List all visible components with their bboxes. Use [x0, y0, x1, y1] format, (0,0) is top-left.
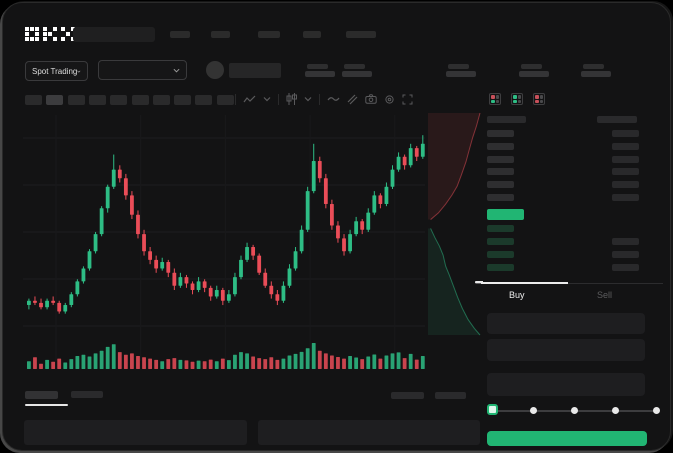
- bid-amount-bar: [612, 238, 639, 245]
- nav-item-4[interactable]: [303, 31, 321, 38]
- split-book-icon[interactable]: [489, 93, 501, 105]
- interval-button-1[interactable]: [25, 95, 42, 105]
- interval-button-10[interactable]: [216, 95, 234, 105]
- ask-amount-bar: [612, 181, 639, 189]
- orderbook-price-column-header: [487, 116, 526, 123]
- chevron-down-icon: [173, 68, 180, 73]
- ask-amount-bar: [612, 130, 639, 137]
- last-price-badge[interactable]: [487, 209, 524, 220]
- bottom-tab-order-history[interactable]: [71, 391, 103, 398]
- bids-only-icon[interactable]: [511, 93, 523, 105]
- slider-stop-3[interactable]: [571, 407, 578, 414]
- ask-amount-bar: [612, 194, 639, 201]
- tab-buy[interactable]: Buy: [509, 290, 525, 300]
- bottom-link-2[interactable]: [435, 392, 466, 399]
- interval-button-3[interactable]: [67, 95, 85, 105]
- bottom-active-tab-indicator: [25, 404, 68, 406]
- stat-value-5: [581, 71, 611, 77]
- candlestick-chart[interactable]: [21, 111, 483, 373]
- stat-value-1: [305, 71, 335, 77]
- stat-label-4: [521, 64, 542, 69]
- orderbook-amount-column-header: [597, 116, 637, 123]
- chevron-down-icon: [77, 70, 81, 73]
- bid-price-bar[interactable]: [487, 238, 514, 245]
- bottom-tab-open-orders[interactable]: [25, 391, 58, 399]
- stat-label-2: [344, 64, 365, 69]
- line-wave-icon[interactable]: [327, 95, 340, 103]
- interval-button-7[interactable]: [152, 95, 170, 105]
- slider-stop-2[interactable]: [530, 407, 537, 414]
- stat-label-3: [448, 64, 469, 69]
- total-input[interactable]: [487, 373, 645, 396]
- interval-button-9[interactable]: [195, 95, 213, 105]
- draw-lines-icon[interactable]: [347, 94, 358, 105]
- ask-amount-bar: [612, 155, 639, 163]
- settings-gear-icon[interactable]: [384, 94, 395, 105]
- interval-button-2[interactable]: [46, 95, 64, 105]
- logo-letter: [43, 27, 57, 41]
- amount-input[interactable]: [487, 339, 645, 361]
- toolbar-divider: [278, 93, 279, 105]
- price-input[interactable]: [487, 313, 645, 334]
- pair-name-placeholder: [229, 63, 281, 78]
- ask-amount-bar: [612, 142, 639, 150]
- ask-price-bar[interactable]: [487, 194, 514, 201]
- buy-submit-button[interactable]: [487, 431, 647, 446]
- nav-item-5[interactable]: [346, 31, 376, 38]
- interval-button-5[interactable]: [110, 95, 128, 105]
- chevron-down-icon[interactable]: [263, 96, 271, 102]
- ask-amount-bar: [612, 168, 639, 176]
- nav-item-3[interactable]: [258, 31, 280, 38]
- okx-logo[interactable]: [25, 27, 75, 41]
- bid-price-bar[interactable]: [487, 264, 514, 271]
- ask-price-bar[interactable]: [487, 142, 514, 150]
- bottom-field-1[interactable]: [24, 420, 247, 445]
- candle-style-icon[interactable]: [286, 93, 297, 105]
- bid-amount-bar: [612, 264, 639, 271]
- search-input[interactable]: [73, 27, 155, 42]
- bottom-link-1[interactable]: [391, 392, 424, 399]
- bid-amount-bar: [612, 251, 639, 258]
- trade-tabs-divider: [481, 283, 663, 284]
- market-type-dropdown[interactable]: Spot Trading: [25, 61, 88, 81]
- ask-price-bar[interactable]: [487, 181, 514, 189]
- asks-only-icon[interactable]: [533, 93, 545, 105]
- stat-label-5: [583, 64, 604, 69]
- nav-item-2[interactable]: [211, 31, 230, 38]
- chart-tools: [235, 91, 413, 107]
- slider-stop-4[interactable]: [612, 407, 619, 414]
- stat-value-3: [446, 71, 476, 77]
- slider-handle[interactable]: [487, 404, 498, 415]
- bid-price-bar[interactable]: [487, 251, 514, 258]
- bid-price-bar[interactable]: [487, 225, 514, 232]
- ask-price-bar[interactable]: [487, 168, 514, 176]
- slider-stop-5[interactable]: [653, 407, 660, 414]
- tab-sell[interactable]: Sell: [597, 290, 613, 300]
- camera-icon[interactable]: [365, 94, 377, 104]
- interval-button-8[interactable]: [174, 95, 192, 105]
- stat-value-2: [342, 71, 372, 77]
- active-tab-indicator: [481, 282, 568, 284]
- ask-price-bar[interactable]: [487, 155, 514, 163]
- interval-button-6[interactable]: [131, 95, 149, 105]
- coin-icon: [206, 61, 224, 79]
- market-type-label: Spot Trading: [32, 66, 78, 76]
- pair-select-dropdown[interactable]: [98, 60, 187, 80]
- stat-label-1: [307, 64, 328, 69]
- bottom-field-2[interactable]: [258, 420, 480, 445]
- logo-letter: [25, 27, 39, 41]
- indicator-zigzag-icon[interactable]: [243, 94, 256, 105]
- toolbar-divider: [319, 93, 320, 105]
- chevron-down-icon[interactable]: [304, 96, 312, 102]
- ask-price-bar[interactable]: [487, 130, 514, 137]
- toolbar-divider: [235, 93, 236, 105]
- interval-button-4[interactable]: [88, 95, 106, 105]
- stat-value-4: [519, 71, 549, 77]
- fullscreen-icon[interactable]: [402, 94, 413, 105]
- nav-item-1[interactable]: [170, 31, 190, 38]
